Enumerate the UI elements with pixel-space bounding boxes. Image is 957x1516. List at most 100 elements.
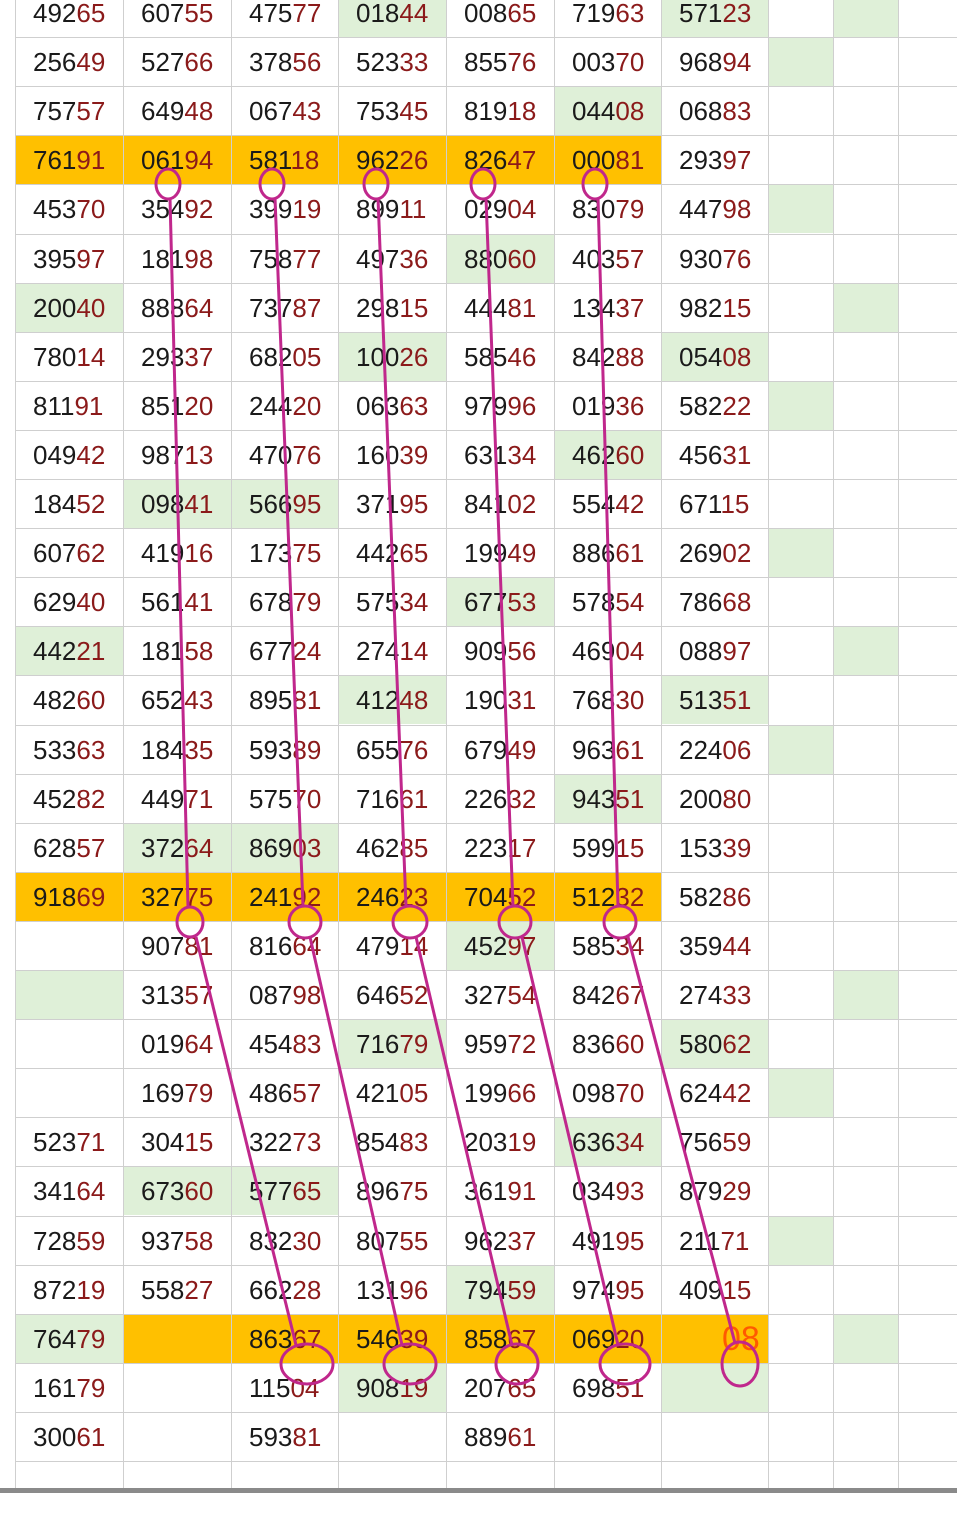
grid-cell: 03493: [555, 1167, 661, 1215]
digits-tail: 36: [399, 244, 429, 274]
grid-cell: 80755: [339, 1217, 446, 1265]
grid-cell: 72859: [16, 1217, 123, 1265]
digits-tail: 49: [76, 47, 106, 77]
grid-cell: 32273: [232, 1118, 338, 1166]
grid-cell: 89911: [339, 185, 446, 233]
grid-cell: 57534: [339, 578, 446, 626]
digits-head: 054: [679, 342, 723, 372]
digits-tail: 08: [722, 342, 752, 372]
grid-cell: 44798: [662, 185, 768, 233]
digits-head: 200: [679, 784, 723, 814]
grid-cell: 45282: [16, 775, 123, 823]
grid-cell: [834, 333, 898, 381]
grid-cell: 05408: [662, 333, 768, 381]
digits-head: 982: [679, 293, 723, 323]
grid-cell: [834, 578, 898, 626]
digits-head: 019: [572, 391, 616, 421]
grid-cell: [769, 1266, 833, 1314]
grid-cell: 64948: [124, 87, 231, 135]
digits-tail: 35: [184, 735, 214, 765]
grid-cell: [769, 136, 833, 184]
digits-tail: 57: [76, 96, 106, 126]
digits-tail: 22: [722, 391, 752, 421]
grid-cell: 08897: [662, 627, 768, 675]
digits-tail: 70: [292, 784, 322, 814]
grid-cell: 49736: [339, 235, 446, 283]
grid-cell: [834, 1020, 898, 1068]
grid-cell: [769, 676, 833, 724]
digits-head: 930: [679, 244, 723, 274]
digits-tail: 97: [507, 931, 537, 961]
grid-cell: [834, 775, 898, 823]
grid-cell: 44971: [124, 775, 231, 823]
grid-cell: [834, 87, 898, 135]
digits-tail: 81: [615, 145, 645, 175]
digits-tail: 73: [292, 1127, 322, 1157]
grid-cell: 85867: [447, 1315, 554, 1363]
grid-vline: [123, 0, 124, 1488]
grid-cell: 69851: [555, 1364, 661, 1412]
digits-head: 354: [141, 194, 185, 224]
grid-cell: [769, 284, 833, 332]
grid-cell: 58286: [662, 873, 768, 921]
digits-tail: 75: [184, 882, 214, 912]
digits-tail: 15: [184, 1127, 214, 1157]
digits-tail: 34: [615, 1127, 645, 1157]
grid-cell: 31357: [124, 971, 231, 1019]
digits-head: 807: [356, 1226, 400, 1256]
digits-head: 577: [249, 1176, 293, 1206]
digits-tail: 34: [507, 440, 537, 470]
grid-cell: 84288: [555, 333, 661, 381]
digits-head: 761: [33, 145, 77, 175]
grid-cell: 96237: [447, 1217, 554, 1265]
grid-cell: [769, 0, 833, 37]
grid-cell: [769, 333, 833, 381]
digits-head: 679: [464, 735, 508, 765]
digits-tail: 14: [399, 931, 429, 961]
grid-cell: 98215: [662, 284, 768, 332]
digits-tail: 39: [399, 1324, 429, 1354]
grid-cell: 90781: [124, 922, 231, 970]
grid-cell: 82647: [447, 136, 554, 184]
digits-head: 044: [572, 96, 616, 126]
digits-tail: 92: [292, 882, 322, 912]
digits-tail: 71: [76, 1127, 106, 1157]
digits-tail: 55: [399, 1226, 429, 1256]
grid-cell: [769, 480, 833, 528]
digits-tail: 54: [507, 980, 537, 1010]
grid-cell: [769, 235, 833, 283]
digits-tail: 27: [184, 1275, 214, 1305]
digits-head: 304: [141, 1127, 185, 1157]
grid-cell: [834, 1069, 898, 1117]
digits-tail: 82: [76, 784, 106, 814]
digits-head: 300: [33, 1422, 77, 1452]
digits-tail: 56: [507, 636, 537, 666]
digits-head: 153: [679, 833, 723, 863]
digits-tail: 40: [76, 587, 106, 617]
grid-cell: [16, 1069, 123, 1117]
digits-head: 677: [464, 587, 508, 617]
grid-cell: 18198: [124, 235, 231, 283]
grid-cell: 60762: [16, 529, 123, 577]
digits-tail: 15: [399, 293, 429, 323]
digits-tail: 30: [292, 1226, 322, 1256]
grid-cell: 25649: [16, 38, 123, 86]
grid-cell: 75877: [232, 235, 338, 283]
grid-cell: 16179: [16, 1364, 123, 1412]
digits-head: 018: [356, 0, 400, 28]
digits-head: 224: [679, 735, 723, 765]
grid-cell: [834, 1413, 898, 1461]
grid-cell: 73787: [232, 284, 338, 332]
digits-tail: 65: [507, 0, 537, 28]
grid-cell: [769, 1364, 833, 1412]
grid-cell: [834, 529, 898, 577]
grid-cell: 67949: [447, 726, 554, 774]
grid-cell: [124, 1364, 231, 1412]
digits-tail: 83: [292, 1029, 322, 1059]
digits-tail: 05: [292, 342, 322, 372]
digits-tail: 95: [292, 489, 322, 519]
grid-cell: 63634: [555, 1118, 661, 1166]
digits-tail: 37: [615, 293, 645, 323]
digits-tail: 64: [184, 833, 214, 863]
digits-tail: 13: [184, 440, 214, 470]
